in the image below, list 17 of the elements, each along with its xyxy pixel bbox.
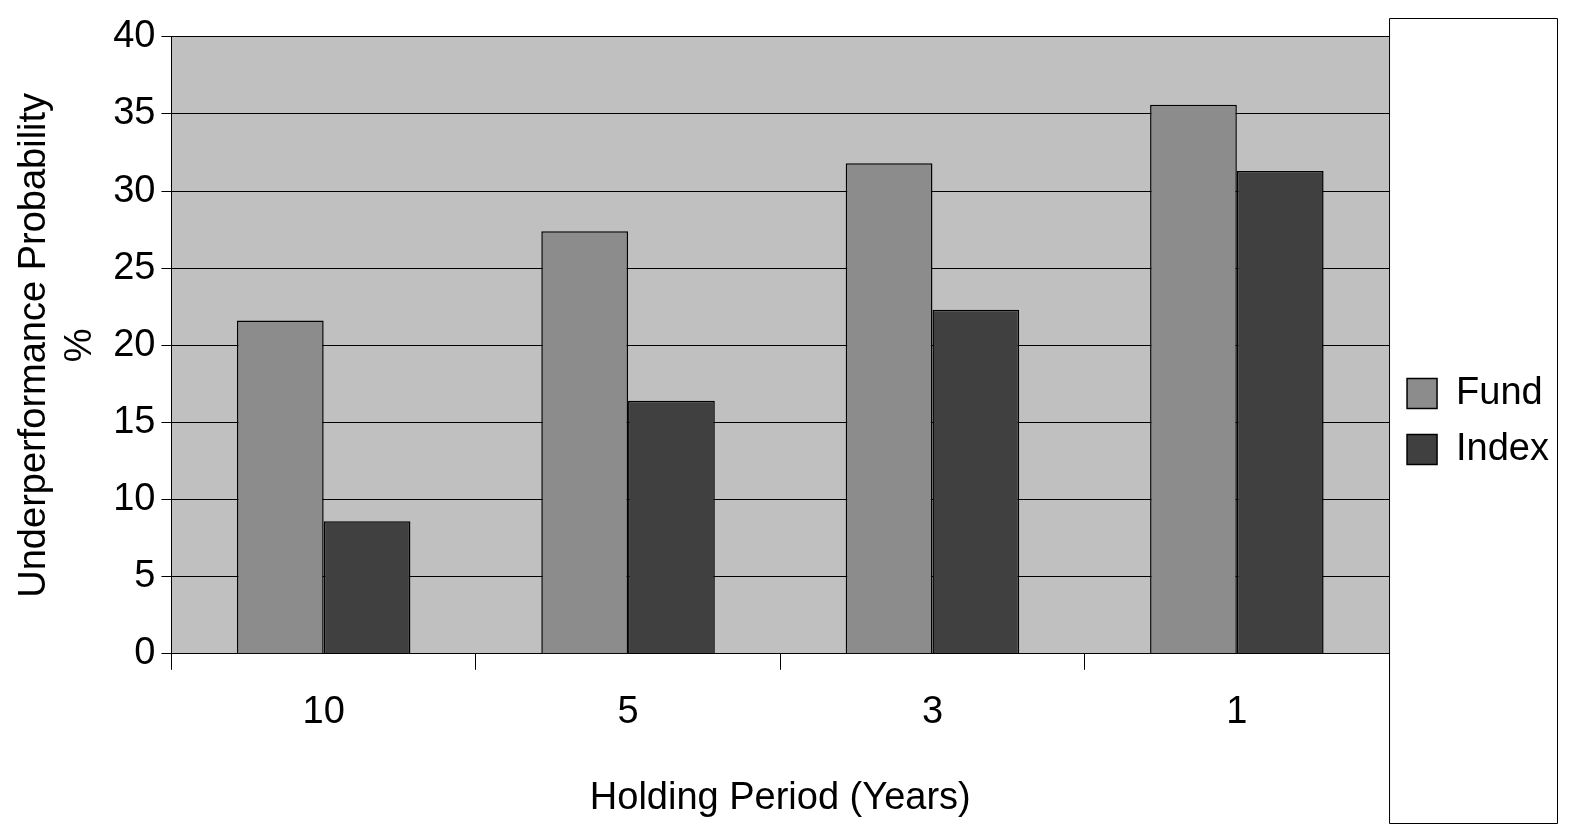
y-tick-label: 15 xyxy=(113,398,156,441)
y-tick-label: 25 xyxy=(113,244,156,287)
legend-label: Fund xyxy=(1456,369,1543,412)
y-tick-label: 10 xyxy=(113,476,156,519)
y-tick-label: 35 xyxy=(113,90,156,133)
y-axis-title: Underperformance Probability % xyxy=(11,92,99,598)
x-tick-label: 5 xyxy=(617,689,639,732)
y-tick-label: 40 xyxy=(113,13,156,56)
x-axis-title: Holding Period (Years) xyxy=(589,774,971,817)
legend-label: Index xyxy=(1456,425,1550,468)
x-tick-label: 3 xyxy=(921,689,944,732)
y-tick-label: 5 xyxy=(134,553,156,596)
y-tick-label: 20 xyxy=(113,321,156,364)
y-tick-label: 30 xyxy=(113,167,156,210)
x-tick-label: 1 xyxy=(1226,689,1248,732)
x-tick-label: 10 xyxy=(302,689,345,732)
y-tick-label: 0 xyxy=(134,630,156,673)
